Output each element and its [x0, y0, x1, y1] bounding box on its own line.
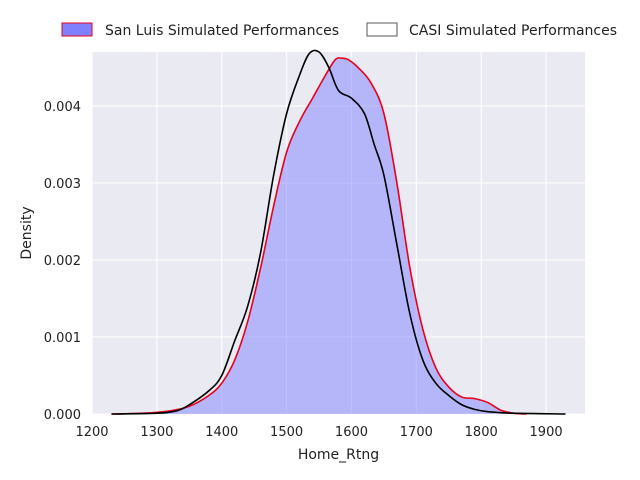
series-area-san-luis [111, 57, 527, 415]
x-tick-label: 1300 [140, 425, 173, 440]
legend: San Luis Simulated Performances CASI Sim… [61, 22, 617, 39]
x-tick-label: 1200 [75, 425, 108, 440]
legend-label-casi: CASI Simulated Performances [409, 23, 617, 39]
y-tick-label: 0.001 [44, 331, 81, 346]
series-line-san-luis [111, 57, 527, 415]
x-tick-label: 1400 [205, 425, 238, 440]
x-axis-label: Home_Rtng [298, 447, 379, 463]
y-tick-label: 0.002 [44, 254, 81, 269]
x-tick-label: 1500 [270, 425, 303, 440]
y-tick-label: 0.004 [44, 100, 81, 115]
legend-swatch-casi [366, 22, 398, 37]
x-tick-label: 1700 [400, 425, 433, 440]
tick-labels: 1200 1300 1400 1500 1600 1700 1800 1900 0.000 0.0… [44, 100, 563, 440]
y-tick-label: 0.000 [44, 408, 81, 423]
series-layer [111, 49, 566, 415]
legend-swatch-san-luis [61, 22, 93, 37]
y-tick-label: 0.003 [44, 177, 81, 192]
x-tick-label: 1900 [530, 425, 563, 440]
x-tick-label: 1600 [335, 425, 368, 440]
y-axis-label: Density [19, 206, 35, 259]
legend-label-san-luis: San Luis Simulated Performances [105, 23, 339, 39]
x-tick-label: 1800 [465, 425, 498, 440]
series-line-casi [111, 49, 566, 415]
